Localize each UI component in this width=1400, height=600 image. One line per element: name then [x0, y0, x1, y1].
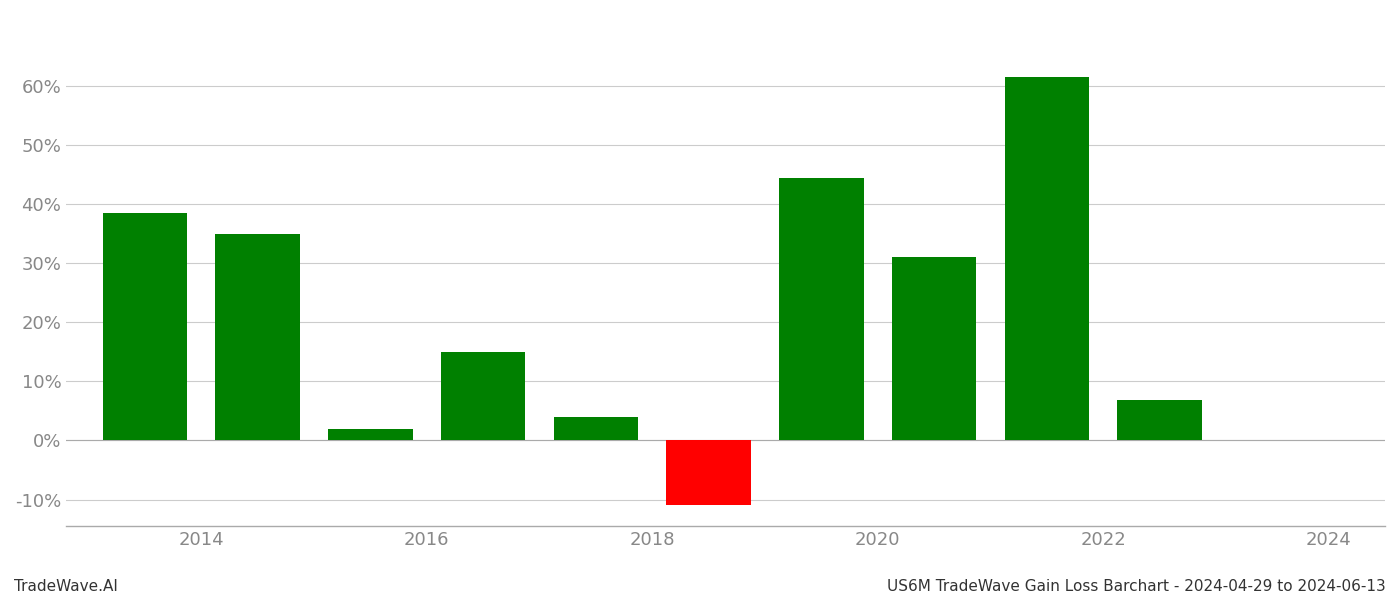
- Bar: [553, 417, 638, 440]
- Bar: [1117, 400, 1201, 440]
- Bar: [216, 233, 300, 440]
- Text: US6M TradeWave Gain Loss Barchart - 2024-04-29 to 2024-06-13: US6M TradeWave Gain Loss Barchart - 2024…: [888, 579, 1386, 594]
- Bar: [1005, 77, 1089, 440]
- Bar: [328, 428, 413, 440]
- Bar: [780, 178, 864, 440]
- Text: TradeWave.AI: TradeWave.AI: [14, 579, 118, 594]
- Bar: [666, 440, 750, 505]
- Bar: [102, 213, 188, 440]
- Bar: [892, 257, 976, 440]
- Bar: [441, 352, 525, 440]
